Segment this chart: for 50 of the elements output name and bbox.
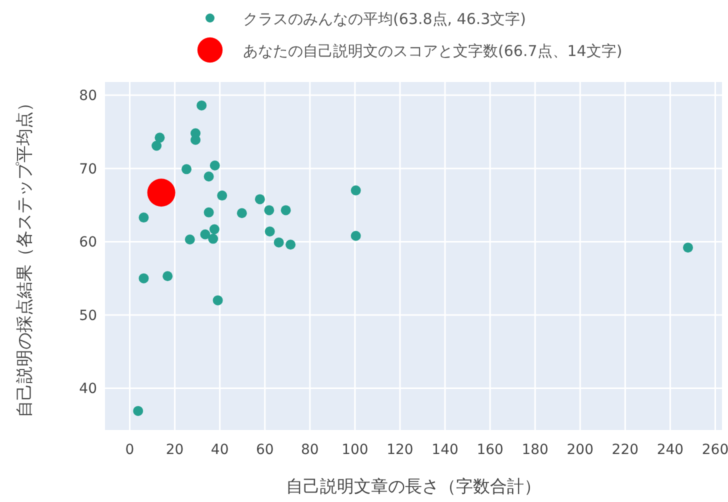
x-tick-label: 20 [166, 442, 184, 458]
legend-label: あなたの自己説明文のスコアと文字数(66.7点、14文字) [243, 42, 622, 60]
point [236, 208, 247, 218]
point [196, 100, 207, 110]
point [208, 234, 218, 244]
point [154, 132, 165, 143]
point [217, 190, 228, 201]
point [138, 212, 149, 223]
legend-label: クラスのみんなの平均(63.8点, 46.3文字) [243, 10, 526, 28]
x-tick-label: 80 [301, 442, 319, 458]
x-tick-label: 120 [386, 442, 414, 458]
point [254, 194, 265, 204]
point [200, 229, 210, 240]
point [350, 230, 361, 241]
x-tick-label: 240 [656, 442, 684, 458]
point [274, 237, 284, 248]
y-tick-label: 60 [79, 234, 97, 251]
x-tick-label: 100 [342, 442, 368, 458]
point [350, 185, 361, 196]
y-tick-label: 40 [79, 381, 97, 398]
y-tick-label: 80 [79, 88, 97, 104]
x-tick-label: 160 [476, 442, 504, 458]
point [138, 273, 149, 284]
x-axis-title: 自己説明文章の長さ（字数合計） [286, 477, 541, 497]
y-tick-label: 50 [79, 308, 97, 324]
point [182, 164, 192, 174]
point [209, 224, 220, 234]
point [212, 295, 223, 306]
point [682, 242, 693, 253]
point [184, 234, 195, 245]
x-tick-label: 200 [566, 442, 594, 458]
x-tick-label: 220 [612, 442, 639, 458]
point [264, 226, 275, 236]
point [162, 271, 173, 282]
point [152, 140, 162, 151]
point [264, 205, 274, 216]
y-axis-title: 自己説明の採点結果（各ステップ平均点） [15, 94, 35, 418]
point [280, 205, 291, 216]
point [133, 406, 144, 416]
x-tick-label: 60 [256, 442, 274, 458]
y-tick-label: 70 [79, 161, 97, 178]
x-tick-label: 0 [125, 442, 134, 458]
point [204, 207, 214, 218]
point [210, 160, 220, 171]
x-tick-label: 40 [210, 442, 229, 458]
x-tick-label: 180 [522, 442, 548, 458]
point [204, 172, 214, 182]
x-tick-label: 140 [432, 442, 458, 458]
point [286, 240, 296, 250]
x-tick-label: 260 [702, 442, 728, 458]
